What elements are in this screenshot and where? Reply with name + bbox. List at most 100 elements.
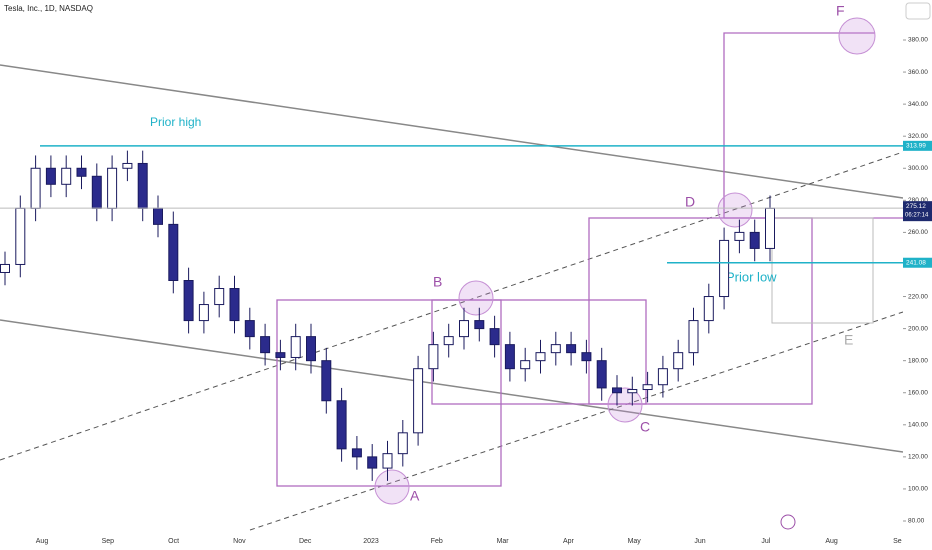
candle-body [107, 167, 118, 209]
x-tick-label: Aug [36, 538, 49, 545]
y-tick-label: 80.00 [908, 518, 925, 525]
label-e: E [844, 332, 853, 348]
icon [780, 514, 796, 530]
box-d [588, 217, 813, 405]
candle-body [260, 336, 271, 354]
candle-body [153, 207, 163, 225]
candle-body [137, 162, 148, 209]
candle-body [749, 231, 760, 249]
candle-body [550, 344, 561, 354]
candle-body [765, 207, 775, 249]
dashed-line [0, 151, 904, 461]
box-a [276, 299, 502, 487]
candle-body [214, 288, 225, 306]
x-tick-label: Jun [694, 538, 705, 545]
candle-body [382, 453, 393, 469]
candle-body [61, 167, 72, 185]
line-f [723, 32, 875, 218]
candle-body [229, 288, 240, 322]
candle-body [612, 387, 622, 394]
x-tick-label: Sep [102, 538, 115, 545]
price-badge [903, 201, 932, 222]
candle-body [443, 336, 454, 346]
price-badge-text: 313.99 [906, 143, 926, 150]
candle-body [0, 263, 10, 273]
candle-body [703, 296, 714, 322]
candle-body [122, 162, 133, 169]
circle-b [458, 280, 494, 316]
candle-body [76, 167, 87, 177]
candle-body [719, 239, 730, 298]
y-tick-label: 180.00 [908, 357, 928, 364]
candle-body [244, 320, 255, 338]
candle-body [657, 368, 668, 386]
candle-body [642, 384, 653, 391]
label-b: B [433, 274, 442, 290]
drawings [0, 17, 904, 531]
y-tick-label: 160.00 [908, 389, 928, 396]
candle-body [306, 336, 316, 362]
candle-body [397, 432, 408, 455]
trend-line [0, 319, 904, 453]
price-badge-text: 241.08 [906, 259, 926, 266]
candle-body [367, 456, 378, 469]
candle-body [91, 175, 102, 209]
candle-body [351, 448, 362, 458]
candle-body [198, 304, 209, 322]
candle-body [413, 368, 424, 434]
circle-d [717, 192, 753, 228]
candle-body [581, 352, 592, 362]
candle-body [520, 360, 531, 370]
y-tick-label: 340.00 [908, 101, 928, 108]
prior-high-label: Prior high [150, 115, 201, 129]
candle-body [504, 344, 515, 370]
y-tick-label: 320.00 [908, 133, 928, 140]
trend-line [0, 64, 904, 199]
candle-body [688, 320, 699, 354]
candle-body [428, 344, 439, 370]
candle-body [566, 344, 577, 354]
x-tick-label: Aug [825, 538, 838, 545]
box-e [771, 217, 874, 324]
x-tick-label: Nov [233, 538, 246, 545]
candle-body [673, 352, 684, 370]
circle-f [838, 17, 876, 55]
y-tick-label: 120.00 [908, 454, 928, 461]
button[interactable] [905, 2, 931, 20]
y-tick-label: 260.00 [908, 229, 928, 236]
candle-body [489, 328, 500, 346]
countdown-text: 06:27:14 [905, 213, 929, 219]
label-c: C [640, 419, 650, 435]
price-badge-text: 275.12 [906, 203, 926, 210]
y-tick-label: 300.00 [908, 165, 928, 172]
label-d: D [685, 194, 695, 210]
candle-body [30, 167, 41, 209]
y-tick-label: 140.00 [908, 422, 928, 429]
dashed-line [249, 311, 904, 531]
candle-body [474, 320, 485, 330]
candle-body [459, 320, 469, 338]
x-tick-label: Feb [431, 538, 443, 545]
candle-body [45, 167, 56, 185]
y-tick-label: 200.00 [908, 325, 928, 332]
candle-body [275, 352, 286, 358]
x-tick-label: Se [893, 538, 902, 545]
circle-a [374, 469, 410, 505]
price-badge [903, 257, 932, 268]
y-tick-label: 380.00 [908, 37, 928, 44]
candle-body [627, 389, 638, 394]
candle-body [321, 360, 332, 402]
x-tick-label: Jul [761, 538, 770, 545]
chart-title: Tesla, Inc., 1D, NASDAQ [4, 4, 93, 13]
x-tick-label: Oct [168, 538, 179, 545]
x-tick-label: May [628, 538, 642, 545]
candle-body [535, 352, 546, 362]
y-tick-label: 100.00 [908, 486, 928, 493]
candle-body [183, 280, 194, 322]
y-tick-label: 360.00 [908, 69, 928, 76]
y-tick-label: 280.00 [908, 197, 928, 204]
candle-body [734, 231, 745, 241]
candle-body [15, 207, 26, 265]
